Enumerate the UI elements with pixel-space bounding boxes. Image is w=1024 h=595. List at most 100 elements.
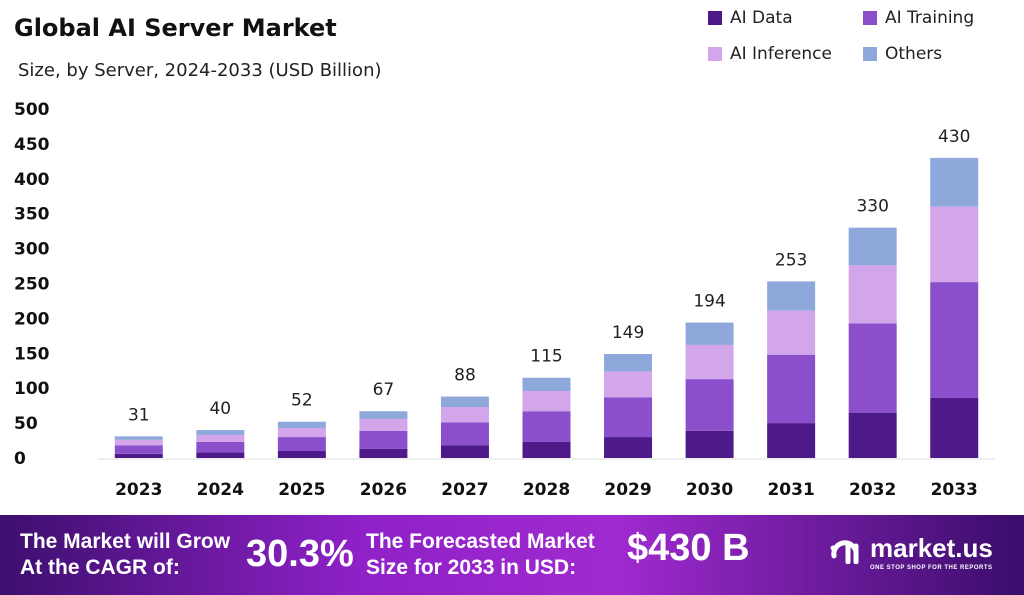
legend-label: AI Data: [730, 8, 793, 28]
x-tick-label: 2025: [278, 480, 325, 500]
bar-segment-others: [359, 411, 408, 419]
x-tick-label: 2033: [931, 480, 978, 500]
bar-segment-others: [196, 430, 245, 435]
x-tick-label: 2029: [604, 480, 651, 500]
legend-swatch: [863, 11, 877, 25]
bar-segment-ai-data: [359, 448, 408, 458]
logo-name: market.us: [870, 533, 993, 563]
bar-segment-ai-data: [522, 441, 571, 458]
total-label: 52: [291, 391, 313, 411]
total-label: 67: [373, 380, 395, 400]
legend-item-ai-training: AI Training: [863, 8, 1018, 28]
bar-segment-ai-inference: [848, 265, 897, 324]
bar-segment-ai-data: [848, 412, 897, 458]
bar-segment-ai-inference: [767, 310, 816, 355]
bar-segment-others: [522, 377, 571, 391]
bar-segment-others: [685, 322, 734, 345]
total-label: 330: [856, 197, 888, 217]
total-label: 88: [454, 366, 476, 386]
bar-segment-ai-inference: [930, 206, 979, 283]
bar-segment-ai-training: [277, 437, 326, 452]
cagr-value: 30.3%: [246, 533, 354, 575]
cagr-label: The Market will Grow At the CAGR of:: [20, 529, 230, 581]
total-label: 430: [938, 127, 970, 147]
total-label: 115: [530, 347, 562, 367]
cagr-label-line: The Market will Grow: [20, 530, 231, 553]
legend-label: AI Training: [885, 8, 975, 28]
bar-segment-ai-data: [196, 452, 245, 458]
bar-segment-others: [767, 281, 816, 311]
bar-segment-ai-training: [685, 379, 734, 431]
bar-segment-ai-inference: [685, 344, 734, 380]
bar-segment-ai-data: [685, 430, 734, 458]
bar-segment-ai-training: [767, 354, 816, 424]
bar-segment-ai-data: [440, 445, 489, 458]
bar-segment-ai-training: [522, 411, 571, 442]
x-tick-label: 2023: [115, 480, 162, 500]
bar-segment-others: [848, 227, 897, 266]
legend-item-ai-data: AI Data: [708, 8, 863, 28]
x-tick-label: 2024: [197, 480, 244, 500]
bar-segment-ai-training: [604, 397, 653, 438]
y-tick-label: 450: [14, 135, 50, 155]
market-us-logo: market.us ONE STOP SHOP FOR THE REPORTS: [830, 533, 993, 571]
x-tick-label: 2030: [686, 480, 733, 500]
total-label: 149: [612, 323, 644, 343]
bar-segment-others: [277, 421, 326, 428]
bar-segment-ai-data: [767, 423, 816, 458]
bar-segment-others: [930, 157, 979, 207]
total-label: 253: [775, 250, 807, 270]
bar-segment-ai-data: [930, 397, 979, 458]
legend-swatch: [708, 11, 722, 25]
x-tick-label: 2027: [441, 480, 488, 500]
bar-segment-ai-data: [277, 451, 326, 458]
y-tick-label: 150: [14, 344, 50, 364]
y-tick-label: 350: [14, 205, 50, 225]
logo-tagline: ONE STOP SHOP FOR THE REPORTS: [870, 565, 993, 571]
bar-segment-ai-training: [359, 430, 408, 449]
x-tick-label: 2028: [523, 480, 570, 500]
y-tick-label: 0: [14, 449, 26, 469]
legend: AI Data AI Training AI Inference Others: [708, 8, 1018, 64]
legend-item-ai-inference: AI Inference: [708, 44, 863, 64]
forecast-label-line: The Forecasted Market: [366, 530, 595, 553]
bar-segment-ai-inference: [440, 407, 489, 423]
stacked-bar-chart: 0 50 100 150 200 250 300 350 400 450 500 31 2023 40 20…: [14, 100, 995, 500]
chart-title: Global AI Server Market: [14, 14, 337, 42]
total-label: 40: [209, 399, 231, 419]
forecast-value: $430 B: [627, 527, 750, 569]
legend-item-others: Others: [863, 44, 1018, 64]
y-tick-label: 250: [14, 275, 50, 295]
total-label: 194: [693, 292, 725, 312]
cagr-label-line: At the CAGR of:: [20, 556, 180, 579]
bar-segment-ai-training: [848, 323, 897, 413]
footer-banner: The Market will Grow At the CAGR of: 30.3…: [0, 515, 1024, 595]
y-tick-label: 400: [14, 170, 50, 190]
bar-segment-ai-training: [196, 441, 245, 453]
bar-segment-ai-training: [114, 445, 163, 454]
legend-label: Others: [885, 44, 943, 64]
y-tick-label: 50: [14, 414, 38, 434]
chart-subtitle: Size, by Server, 2024-2033 (USD Billion): [18, 60, 382, 81]
y-tick-label: 300: [14, 240, 50, 260]
legend-swatch: [863, 47, 877, 61]
bar-segment-ai-inference: [114, 439, 163, 446]
x-tick-label: 2026: [360, 480, 407, 500]
bar-segment-others: [604, 353, 653, 372]
y-tick-label: 100: [14, 379, 50, 399]
bar-segment-ai-training: [930, 282, 979, 398]
legend-label: AI Inference: [730, 44, 832, 64]
bar-segment-ai-inference: [196, 434, 245, 442]
logo-icon: [830, 539, 859, 564]
bar-segment-others: [440, 396, 489, 408]
bar-segment-ai-inference: [604, 371, 653, 398]
bar-segment-ai-inference: [359, 418, 408, 431]
forecast-label-line: Size for 2033 in USD:: [366, 556, 577, 579]
legend-swatch: [708, 47, 722, 61]
bar-segment-ai-inference: [277, 427, 326, 438]
total-label: 31: [128, 405, 150, 425]
y-tick-label: 200: [14, 309, 50, 329]
bar-segment-ai-training: [440, 422, 489, 446]
bar-segment-others: [114, 436, 163, 440]
bar-segment-ai-data: [114, 453, 163, 458]
